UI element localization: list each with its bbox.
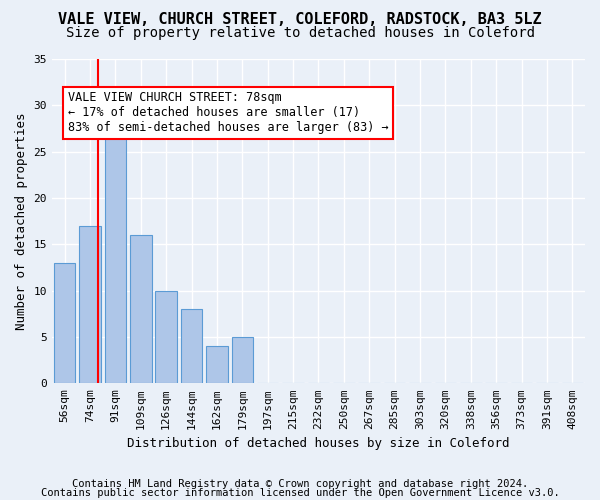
Text: Contains public sector information licensed under the Open Government Licence v3: Contains public sector information licen… xyxy=(41,488,559,498)
Bar xyxy=(155,290,177,384)
Text: Contains HM Land Registry data © Crown copyright and database right 2024.: Contains HM Land Registry data © Crown c… xyxy=(72,479,528,489)
Bar xyxy=(104,133,126,384)
Bar xyxy=(181,309,202,384)
Bar xyxy=(130,235,152,384)
Y-axis label: Number of detached properties: Number of detached properties xyxy=(15,112,28,330)
Text: Size of property relative to detached houses in Coleford: Size of property relative to detached ho… xyxy=(65,26,535,40)
Text: VALE VIEW CHURCH STREET: 78sqm
← 17% of detached houses are smaller (17)
83% of : VALE VIEW CHURCH STREET: 78sqm ← 17% of … xyxy=(68,92,389,134)
Bar xyxy=(54,263,76,384)
Bar xyxy=(232,337,253,384)
Bar xyxy=(79,226,101,384)
Bar xyxy=(206,346,228,384)
Text: VALE VIEW, CHURCH STREET, COLEFORD, RADSTOCK, BA3 5LZ: VALE VIEW, CHURCH STREET, COLEFORD, RADS… xyxy=(58,12,542,28)
X-axis label: Distribution of detached houses by size in Coleford: Distribution of detached houses by size … xyxy=(127,437,510,450)
